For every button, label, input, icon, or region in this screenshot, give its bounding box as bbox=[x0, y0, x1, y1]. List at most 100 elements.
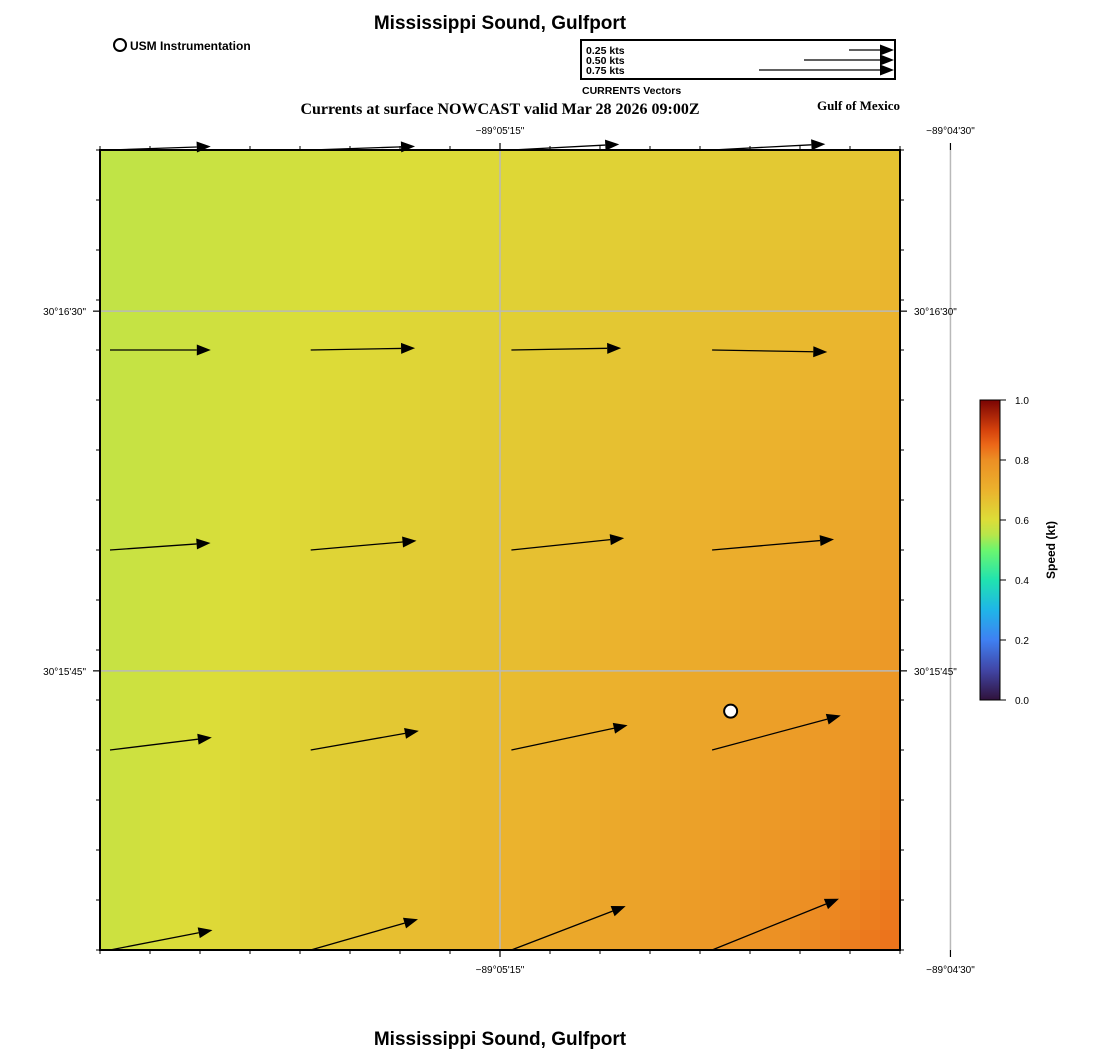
speed-field-cell bbox=[320, 530, 341, 551]
speed-field-cell bbox=[500, 230, 521, 251]
speed-field-cell bbox=[520, 670, 541, 691]
speed-field-cell bbox=[500, 550, 521, 571]
speed-field-cell bbox=[360, 830, 381, 851]
speed-field-cell bbox=[480, 690, 501, 711]
speed-field-cell bbox=[480, 550, 501, 571]
speed-field-cell bbox=[320, 350, 341, 371]
speed-field-cell bbox=[300, 550, 321, 571]
speed-field-cell bbox=[760, 610, 781, 631]
speed-field-cell bbox=[580, 370, 601, 391]
speed-field-cell bbox=[540, 790, 561, 811]
speed-field-cell bbox=[460, 450, 481, 471]
speed-field-cell bbox=[620, 750, 641, 771]
speed-field-cell bbox=[300, 210, 321, 231]
speed-field-cell bbox=[680, 450, 701, 471]
speed-field-cell bbox=[560, 530, 581, 551]
speed-field-cell bbox=[560, 330, 581, 351]
speed-field-cell bbox=[360, 230, 381, 251]
speed-field-cell bbox=[260, 350, 281, 371]
speed-field-cell bbox=[120, 310, 141, 331]
speed-field-cell bbox=[720, 310, 741, 331]
speed-field-cell bbox=[180, 430, 201, 451]
colorbar-tick-label: 0.4 bbox=[1015, 576, 1029, 587]
speed-field-cell bbox=[140, 850, 161, 871]
speed-field-cell bbox=[260, 710, 281, 731]
colorbar-tick-label: 0.8 bbox=[1015, 456, 1029, 467]
speed-field-cell bbox=[520, 170, 541, 191]
speed-field-cell bbox=[600, 410, 621, 431]
speed-field-cell bbox=[560, 230, 581, 251]
speed-field-cell bbox=[760, 890, 781, 911]
speed-field-cell bbox=[240, 150, 261, 171]
speed-field-cell bbox=[880, 850, 900, 871]
speed-field-cell bbox=[740, 570, 761, 591]
speed-field-cell bbox=[820, 690, 841, 711]
speed-field-cell bbox=[380, 810, 401, 831]
speed-field-cell bbox=[480, 410, 501, 431]
speed-field-cell bbox=[880, 350, 900, 371]
speed-field-cell bbox=[840, 170, 861, 191]
speed-field-cell bbox=[360, 270, 381, 291]
speed-field-cell bbox=[580, 230, 601, 251]
speed-field-cell bbox=[160, 350, 181, 371]
speed-field-cell bbox=[880, 410, 900, 431]
speed-field-cell bbox=[280, 410, 301, 431]
speed-field-cell bbox=[200, 530, 221, 551]
speed-field-cell bbox=[240, 550, 261, 571]
speed-field-cell bbox=[420, 150, 441, 171]
speed-field-cell bbox=[600, 810, 621, 831]
speed-field-cell bbox=[860, 590, 881, 611]
speed-field-cell bbox=[400, 350, 421, 371]
speed-field-cell bbox=[800, 150, 821, 171]
speed-field-cell bbox=[840, 430, 861, 451]
speed-field-cell bbox=[100, 730, 121, 751]
speed-field-cell bbox=[580, 530, 601, 551]
speed-field-cell bbox=[840, 270, 861, 291]
speed-field-cell bbox=[320, 810, 341, 831]
speed-field-cell bbox=[600, 610, 621, 631]
speed-field-cell bbox=[620, 530, 641, 551]
speed-field-cell bbox=[560, 650, 581, 671]
speed-field-cell bbox=[560, 930, 581, 950]
speed-field-cell bbox=[320, 410, 341, 431]
speed-field-cell bbox=[760, 470, 781, 491]
speed-field-cell bbox=[140, 350, 161, 371]
current-vector-arrow bbox=[310, 727, 419, 751]
speed-field-cell bbox=[800, 430, 821, 451]
speed-field-cell bbox=[740, 830, 761, 851]
speed-field-cell bbox=[220, 310, 241, 331]
speed-field-cell bbox=[220, 450, 241, 471]
speed-field-cell bbox=[280, 470, 301, 491]
speed-field-cell bbox=[360, 170, 381, 191]
speed-field-cell bbox=[160, 390, 181, 411]
speed-field-cell bbox=[180, 850, 201, 871]
speed-field-cell bbox=[200, 490, 221, 511]
speed-field-cell bbox=[700, 310, 721, 331]
speed-field-cell bbox=[660, 770, 681, 791]
current-vector-arrow bbox=[712, 346, 828, 358]
speed-field-cell bbox=[140, 230, 161, 251]
speed-field-cell bbox=[420, 850, 441, 871]
speed-field-cell bbox=[720, 270, 741, 291]
speed-field-cell bbox=[340, 450, 361, 471]
speed-field-cell bbox=[520, 890, 541, 911]
speed-field-cell bbox=[640, 570, 661, 591]
speed-field-cell bbox=[660, 810, 681, 831]
speed-field-cell bbox=[540, 530, 561, 551]
speed-field-cell bbox=[500, 510, 521, 531]
speed-field-cell bbox=[580, 290, 601, 311]
speed-field-cell bbox=[480, 190, 501, 211]
speed-field-cell bbox=[140, 890, 161, 911]
speed-field-cell bbox=[200, 290, 221, 311]
speed-field-cell bbox=[160, 190, 181, 211]
speed-field-cell bbox=[100, 450, 121, 471]
speed-field-cell bbox=[420, 290, 441, 311]
speed-field-cell bbox=[720, 170, 741, 191]
speed-field-cell bbox=[760, 810, 781, 831]
speed-field-cell bbox=[580, 430, 601, 451]
speed-field-cell bbox=[700, 330, 721, 351]
speed-field-cell bbox=[820, 150, 841, 171]
speed-field-cell bbox=[140, 790, 161, 811]
speed-field-cell bbox=[680, 610, 701, 631]
speed-field-cell bbox=[200, 890, 221, 911]
